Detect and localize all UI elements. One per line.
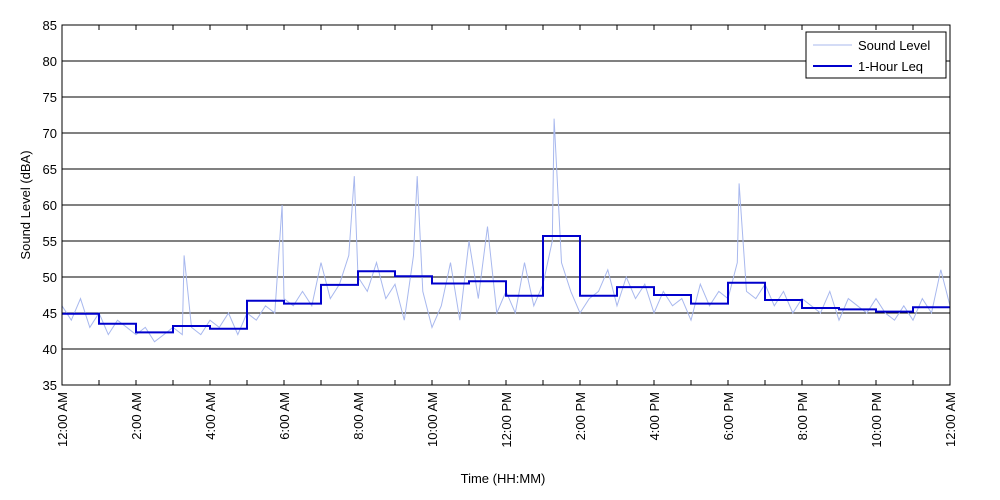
y-axis: 35 40 45 50 55 60 65 70 75 80 85 <box>43 18 57 393</box>
x-tick-label: 6:00 AM <box>277 392 292 440</box>
x-tick-label: 2:00 AM <box>129 392 144 440</box>
legend: Sound Level 1-Hour Leq <box>805 31 947 79</box>
x-tick-label: 8:00 PM <box>795 392 810 440</box>
x-axis-ticks <box>98 25 914 385</box>
y-tick-label: 80 <box>43 54 57 69</box>
x-tick-label: 10:00 PM <box>869 392 884 448</box>
x-tick-label: 12:00 AM <box>943 392 958 447</box>
sound-level-line <box>61 118 951 343</box>
x-axis-label: Time (HH:MM) <box>461 471 546 486</box>
x-tick-label: 10:00 AM <box>425 392 440 447</box>
x-tick-label: 6:00 PM <box>721 392 736 440</box>
x-tick-label: 12:00 PM <box>499 392 514 448</box>
gridlines <box>62 60 950 350</box>
x-tick-label: 8:00 AM <box>351 392 366 440</box>
y-tick-label: 50 <box>43 270 57 285</box>
x-tick-label: 4:00 PM <box>647 392 662 440</box>
legend-label-1-hour-leq: 1-Hour Leq <box>858 59 923 74</box>
y-tick-label: 35 <box>43 378 57 393</box>
series-sound-level <box>61 118 951 343</box>
y-axis-label: Sound Level (dBA) <box>18 150 33 259</box>
y-tick-label: 85 <box>43 18 57 33</box>
y-tick-label: 45 <box>43 306 57 321</box>
y-tick-label: 65 <box>43 162 57 177</box>
legend-box <box>805 31 947 79</box>
x-tick-label: 12:00 AM <box>55 392 70 447</box>
y-tick-label: 60 <box>43 198 57 213</box>
y-tick-label: 55 <box>43 234 57 249</box>
1-hour-leq-line <box>62 235 950 334</box>
y-tick-label: 75 <box>43 90 57 105</box>
series-1-hour-leq <box>62 235 950 334</box>
x-tick-label: 4:00 AM <box>203 392 218 440</box>
x-axis: 12:00 AM 2:00 AM 4:00 AM 6:00 AM 8:00 AM 10:0… <box>55 392 958 448</box>
y-tick-label: 40 <box>43 342 57 357</box>
x-tick-label: 2:00 PM <box>573 392 588 440</box>
legend-label-sound-level: Sound Level <box>858 38 930 53</box>
y-tick-label: 70 <box>43 126 57 141</box>
plot-border <box>61 24 951 386</box>
